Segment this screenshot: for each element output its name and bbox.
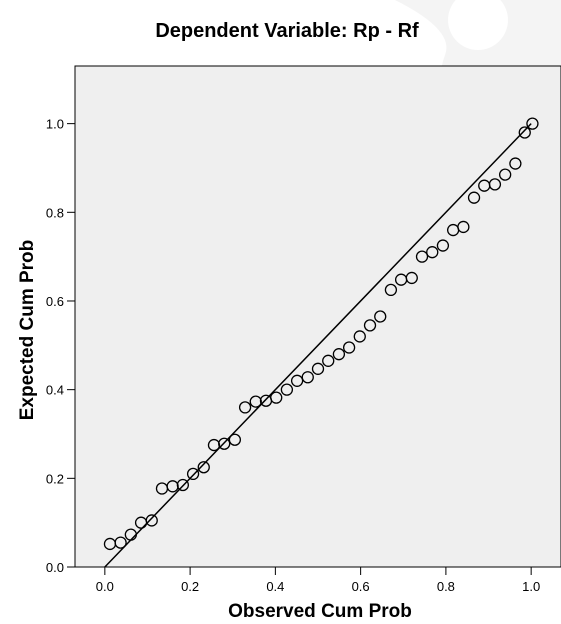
x-axis-ticks: 0.0 0.2 0.4 0.6 0.8 1.0 — [96, 567, 540, 594]
data-point — [238, 401, 252, 414]
data-point — [374, 310, 387, 323]
data-point — [426, 246, 439, 259]
data-point — [301, 371, 314, 384]
data-point — [415, 250, 429, 263]
data-point — [332, 348, 346, 361]
data-point — [124, 528, 137, 541]
data-point — [353, 330, 366, 343]
data-point — [280, 383, 294, 396]
data-point — [197, 461, 210, 474]
data-point — [114, 536, 127, 549]
data-point — [405, 271, 418, 285]
data-point — [270, 391, 283, 404]
data-point — [488, 178, 502, 191]
y-tick-label: 0.8 — [46, 205, 64, 220]
y-tick-label: 0.6 — [46, 294, 64, 309]
chart-title: Dependent Variable: Rp - Rf — [155, 20, 419, 42]
data-point — [290, 374, 304, 387]
x-tick-label: 0.4 — [266, 579, 284, 594]
x-tick-label: 0.6 — [352, 579, 370, 594]
x-tick-label: 1.0 — [522, 579, 540, 594]
data-point — [228, 433, 242, 446]
data-point — [342, 341, 356, 354]
data-point — [436, 239, 450, 252]
y-tick-label: 1.0 — [46, 117, 64, 132]
x-tick-label: 0.2 — [181, 579, 199, 594]
y-tick-label: 0.4 — [46, 383, 64, 398]
data-point — [322, 354, 335, 367]
y-tick-label: 0.0 — [46, 560, 64, 575]
data-point — [509, 157, 522, 170]
data-point — [384, 283, 398, 297]
data-point — [467, 191, 481, 204]
data-point — [249, 395, 262, 408]
x-axis-title: Observed Cum Prob — [228, 601, 412, 622]
x-tick-label: 0.0 — [96, 579, 114, 594]
y-axis-title: Expected Cum Prob — [17, 240, 38, 421]
data-point — [526, 117, 539, 130]
data-point — [518, 126, 531, 139]
data-point — [311, 362, 325, 375]
reference-line — [104, 123, 532, 568]
data-point — [218, 437, 231, 450]
x-tick-label: 0.8 — [437, 579, 455, 594]
data-point — [145, 514, 158, 527]
plot-area — [74, 65, 561, 568]
y-tick-label: 0.2 — [46, 471, 64, 486]
data-point — [363, 319, 377, 332]
data-point — [186, 467, 200, 481]
data-point — [457, 220, 470, 234]
y-axis-ticks: 0.0 0.2 0.4 0.6 0.8 1.0 — [46, 117, 75, 575]
data-point — [176, 478, 190, 492]
data-points — [103, 117, 539, 551]
data-point — [499, 168, 512, 181]
